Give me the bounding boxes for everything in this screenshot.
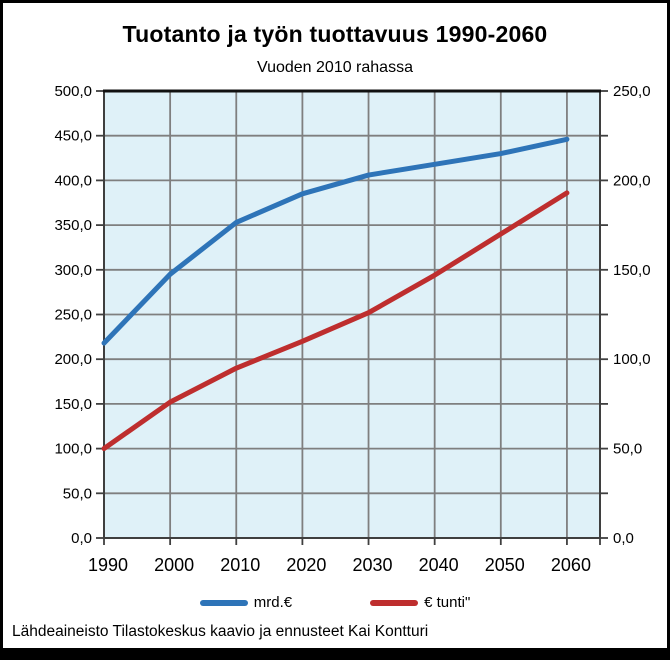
x-axis-label: 2050 (485, 555, 525, 575)
bottom-border-bar (3, 648, 667, 657)
legend-item: € tunti" (370, 594, 470, 611)
left-axis-label: 450,0 (54, 128, 92, 145)
source-note: Lähdeaineisto Tilastokeskus kaavio ja en… (12, 623, 429, 640)
right-axis-label: 50,0 (613, 441, 642, 458)
x-axis-label: 2020 (286, 555, 326, 575)
left-axis-label: 50,0 (63, 485, 92, 502)
plot-area: 500,0 250,0 450,0 400,0 200,0 350,0 300,0 150,0… (54, 83, 651, 575)
right-axis-label: 0,0 (613, 530, 634, 547)
legend-item: mrd.€ (199, 594, 293, 611)
left-axis-label: 0,0 (71, 530, 92, 547)
series-line-right (101, 190, 570, 452)
legend-label: mrd.€ (253, 594, 293, 611)
right-axis-label: 150,0 (613, 262, 651, 279)
left-axis-label: 350,0 (54, 217, 92, 234)
left-axis-label: 300,0 (54, 262, 92, 279)
right-axis-label: 200,0 (613, 172, 651, 189)
x-axis-label: 2030 (353, 555, 393, 575)
right-axis-label: 100,0 (613, 351, 651, 368)
x-axis-label: 1990 (88, 555, 128, 575)
x-axis-label: 2010 (220, 555, 260, 575)
left-axis-label: 500,0 (54, 83, 92, 100)
x-axis-label: 2040 (419, 555, 459, 575)
left-axis-label: 150,0 (54, 396, 92, 413)
left-axis-label: 250,0 (54, 307, 92, 324)
x-axis-label: 2060 (551, 555, 591, 575)
legend-line-swatch (199, 599, 248, 606)
legend-label: € tunti" (424, 594, 471, 611)
legend-line-swatch (370, 599, 419, 606)
left-axis-label: 100,0 (54, 441, 92, 458)
left-axis-label: 200,0 (54, 351, 92, 368)
series-line-left (101, 136, 570, 346)
chart-title: Tuotanto ja työn tuottavuus 1990-2060 (122, 21, 548, 47)
right-axis-label: 250,0 (613, 83, 651, 100)
chart-subtitle: Vuoden 2010 rahassa (257, 59, 413, 76)
left-axis-label: 400,0 (54, 172, 92, 189)
legend: mrd.€ € tunti" (3, 594, 667, 611)
x-axis-label: 2000 (154, 555, 194, 575)
